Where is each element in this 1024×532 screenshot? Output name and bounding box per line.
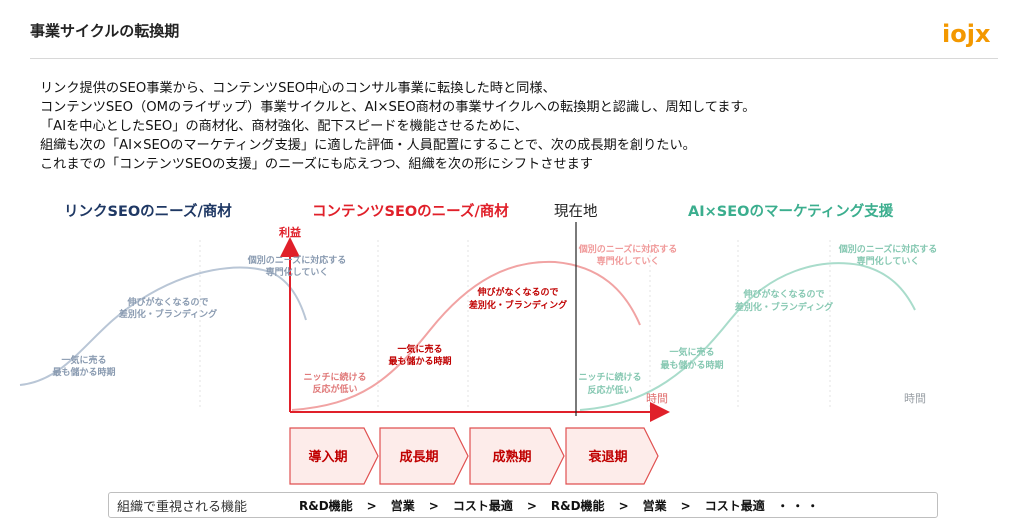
- intro-line: コンテンツSEO（OMのライザップ）事業サイクルと、AI×SEO商材の事業サイク…: [40, 100, 756, 115]
- phase-label-ai-seo: AI×SEOのマーケティング支援: [688, 204, 894, 220]
- function-item: コスト最適: [704, 499, 765, 513]
- separator: >: [526, 499, 537, 513]
- y-axis-label: 利益: [279, 225, 301, 239]
- annotation: 反応が低い: [312, 383, 357, 395]
- x-axis-label-2: 時間: [904, 392, 926, 405]
- intro-text: リンク提供のSEO事業から、コンテンツSEO中心のコンサル事業に転換した時と同様…: [40, 79, 1000, 174]
- annotation: 一気に売る: [397, 343, 442, 355]
- annotation: 差別化・ブランディング: [119, 308, 217, 320]
- curve-content-seo: [291, 260, 641, 411]
- function-item: R&D機能: [299, 499, 353, 513]
- annotation: 個別のニーズに対応する: [838, 243, 938, 255]
- stage-label-maturity: 成熟期: [492, 449, 531, 465]
- annotations-link-seo: 一気に売る 最も儲かる時期 伸びがなくなるので 差別化・ブランディング 個別のニ…: [52, 254, 346, 378]
- stage-chevron-growth: [379, 427, 469, 485]
- stage-chevron-introduction: [289, 427, 379, 485]
- curve-ai-seo: [579, 262, 916, 411]
- annotation: 最も儲かる時期: [388, 355, 451, 367]
- x-axis-label-1: 時間: [646, 392, 668, 405]
- ellipsis: ・・・: [776, 499, 822, 513]
- function-item: 営業: [642, 499, 667, 513]
- function-item: 営業: [390, 499, 415, 513]
- function-item: R&D機能: [550, 499, 605, 513]
- intro-line: 組織も次の「AI×SEOのマーケティング支援」に適した評価・人員配置にすることで…: [40, 138, 696, 153]
- phase-label-current-position: 現在地: [554, 204, 598, 220]
- key-functions-list: R&D機能 > 営業 > コスト最適 > R&D機能 > 営業 > コスト最適 ・・・: [299, 497, 822, 514]
- separator: >: [618, 499, 629, 513]
- page-title: 事業サイクルの転換期: [30, 22, 180, 40]
- intro-line: これまでの「コンテンツSEOの支援」のニーズにも応えつつ、組織を次の形にシフトさ…: [40, 157, 593, 172]
- separator: >: [680, 499, 691, 513]
- annotation: 差別化・ブランディング: [735, 301, 833, 313]
- annotation: 一気に売る: [61, 354, 106, 366]
- annotation: 伸びがなくなるので: [742, 288, 824, 300]
- stage-chevron-maturity: [469, 427, 565, 485]
- key-functions-label: 組織で重視される機能: [117, 500, 248, 515]
- annotations-ai-seo: ニッチに続ける 反応が低い 一気に売る 最も儲かる時期 伸びがなくなるので 差別…: [578, 243, 937, 396]
- phase-label-content-seo: コンテンツSEOのニーズ/商材: [312, 204, 509, 220]
- annotation: 専門化していく: [597, 255, 660, 267]
- separator: >: [428, 499, 439, 513]
- function-item: コスト最適: [452, 499, 513, 513]
- header-divider: [30, 58, 998, 59]
- company-logo: iojx: [942, 20, 991, 48]
- annotation: 反応が低い: [587, 384, 632, 396]
- annotation: 差別化・ブランディング: [469, 299, 567, 311]
- phase-label-link-seo: リンクSEOのニーズ/商材: [64, 204, 232, 220]
- annotation: 個別のニーズに対応する: [578, 243, 678, 255]
- annotations-content-seo: ニッチに続ける 反応が低い 一気に売る 最も儲かる時期 伸びがなくなるので 差別…: [303, 243, 677, 395]
- stage-label-growth: 成長期: [399, 449, 438, 465]
- stage-chevrons: 導入期 成長期 成熟期 衰退期: [289, 427, 659, 485]
- annotation: 最も儲かる時期: [52, 366, 115, 378]
- curve-link-seo: [19, 266, 307, 386]
- annotation: ニッチに続ける: [578, 371, 641, 383]
- annotation: ニッチに続ける: [303, 371, 366, 383]
- annotation: 専門化していく: [266, 266, 329, 278]
- annotation: 個別のニーズに対応する: [247, 254, 347, 266]
- stage-label-decline: 衰退期: [587, 449, 627, 465]
- annotation: 一気に売る: [669, 346, 714, 358]
- stage-label-introduction: 導入期: [308, 449, 347, 465]
- annotation: 最も儲かる時期: [660, 359, 723, 371]
- annotation: 伸びがなくなるので: [476, 286, 558, 298]
- svg-text:iojx: iojx: [942, 20, 991, 48]
- key-functions-bar: 組織で重視される機能 R&D機能 > 営業 > コスト最適 > R&D機能 > 営業 > コスト最適…: [108, 492, 938, 518]
- separator: >: [366, 499, 377, 513]
- intro-line: 「AIを中心としたSEO」の商材化、商材強化、配下スピードを機能させるために、: [40, 119, 528, 134]
- stage-chevron-decline: [565, 427, 659, 485]
- intro-line: リンク提供のSEO事業から、コンテンツSEO中心のコンサル事業に転換した時と同様…: [40, 81, 556, 96]
- annotation: 専門化していく: [857, 255, 920, 267]
- annotation: 伸びがなくなるので: [126, 296, 208, 308]
